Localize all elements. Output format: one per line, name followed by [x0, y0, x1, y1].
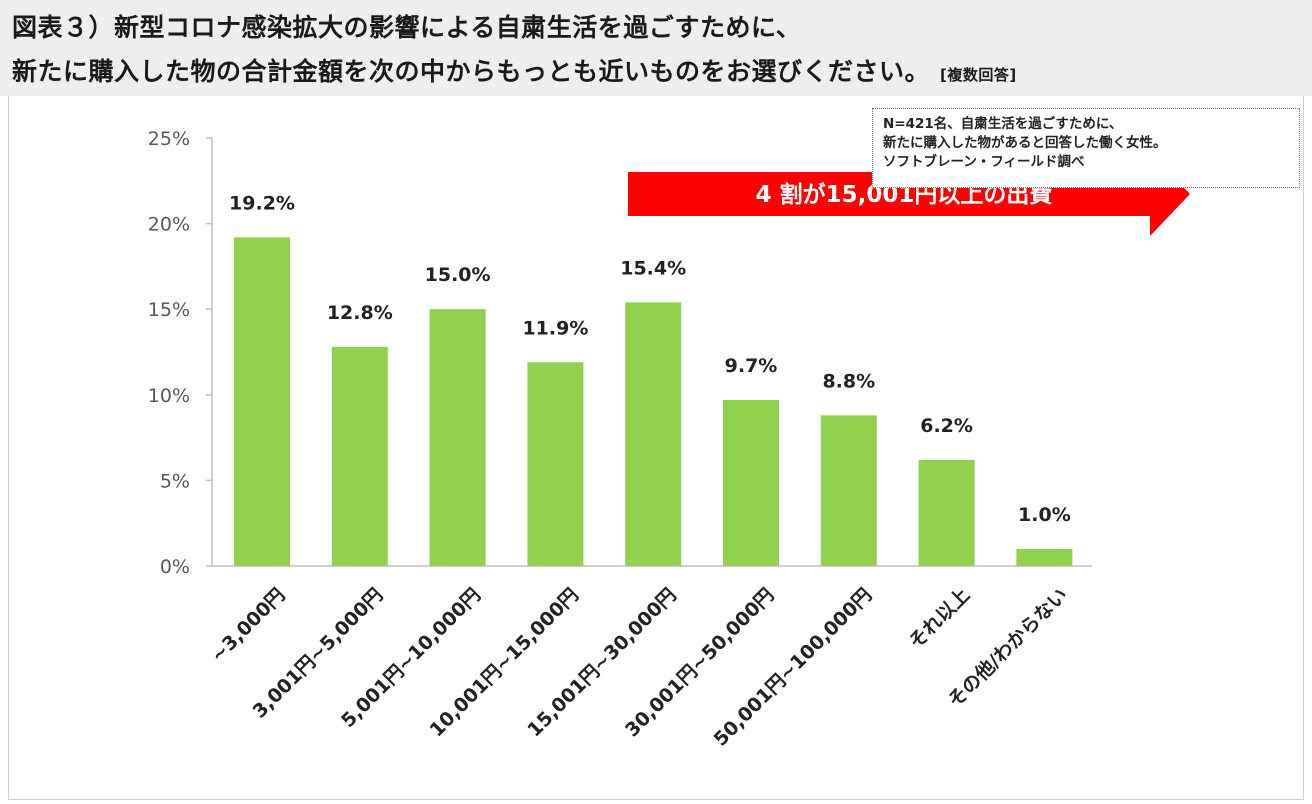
- bar: [234, 237, 290, 566]
- y-tick-label: 10%: [148, 385, 190, 407]
- bar: [331, 346, 388, 566]
- value-label: 11.9%: [522, 317, 588, 339]
- chart-title-line2: 新たに購入した物の合計金額を次の中からもっとも近いものをお選びください。 [複数回…: [12, 52, 1017, 88]
- value-label: 15.4%: [620, 257, 686, 279]
- source-note-line2: 新たに購入した物があると回答した働く女性。: [883, 135, 1167, 151]
- chart-title-line1: 図表３）新型コロナ感染拡大の影響による自粛生活を過ごすために、: [12, 13, 802, 42]
- chart-title-line2-text: 新たに購入した物の合計金額を次の中からもっとも近いものをお選びください。: [12, 57, 931, 86]
- value-label: 19.2%: [229, 192, 295, 214]
- bar: [1016, 548, 1073, 566]
- source-note-line1: N=421名、自粛生活を過ごすために、: [883, 116, 1123, 132]
- multiple-answer-note: [複数回答]: [940, 66, 1017, 84]
- value-label-group: 19.2% 12.8% 15.0% 11.9% 15.4% 9.7% 8.8% 6.2% 1.0…: [229, 192, 1071, 526]
- category-label: 50,001円~100,000円: [710, 584, 877, 751]
- y-tick-label: 0%: [160, 556, 190, 578]
- bar: [723, 399, 779, 566]
- y-tick-label: 25%: [148, 128, 190, 150]
- value-label: 1.0%: [1018, 504, 1071, 526]
- bar: [429, 309, 486, 566]
- value-label: 9.7%: [725, 355, 778, 377]
- chart-frame: [8, 96, 1304, 800]
- title-band: 図表３）新型コロナ感染拡大の影響による自粛生活を過ごすために、 新たに購入した物…: [0, 0, 1312, 96]
- category-label: それ以上: [905, 584, 974, 653]
- value-label: 8.8%: [822, 370, 875, 392]
- bar: [527, 362, 584, 566]
- category-label: ~3,000円: [207, 584, 290, 667]
- y-tick-label: 20%: [148, 214, 190, 236]
- category-label-group: ~3,000円3,001円~5,000円5,001円~10,000円10,001…: [207, 583, 1072, 750]
- bar: [918, 459, 975, 566]
- source-note-line3: ソフトブレーン・フィールド調べ: [883, 154, 1085, 170]
- value-label: 12.8%: [327, 302, 393, 324]
- value-label: 15.0%: [425, 264, 491, 286]
- bar: [625, 302, 682, 566]
- value-label: 6.2%: [920, 415, 973, 437]
- source-note-box: N=421名、自粛生活を過ごすために、 新たに購入した物があると回答した働く女性…: [872, 108, 1300, 188]
- y-tick-label: 5%: [160, 470, 190, 492]
- bar: [820, 415, 877, 566]
- bar-group: [234, 237, 1073, 566]
- y-tick-label: 15%: [148, 299, 190, 321]
